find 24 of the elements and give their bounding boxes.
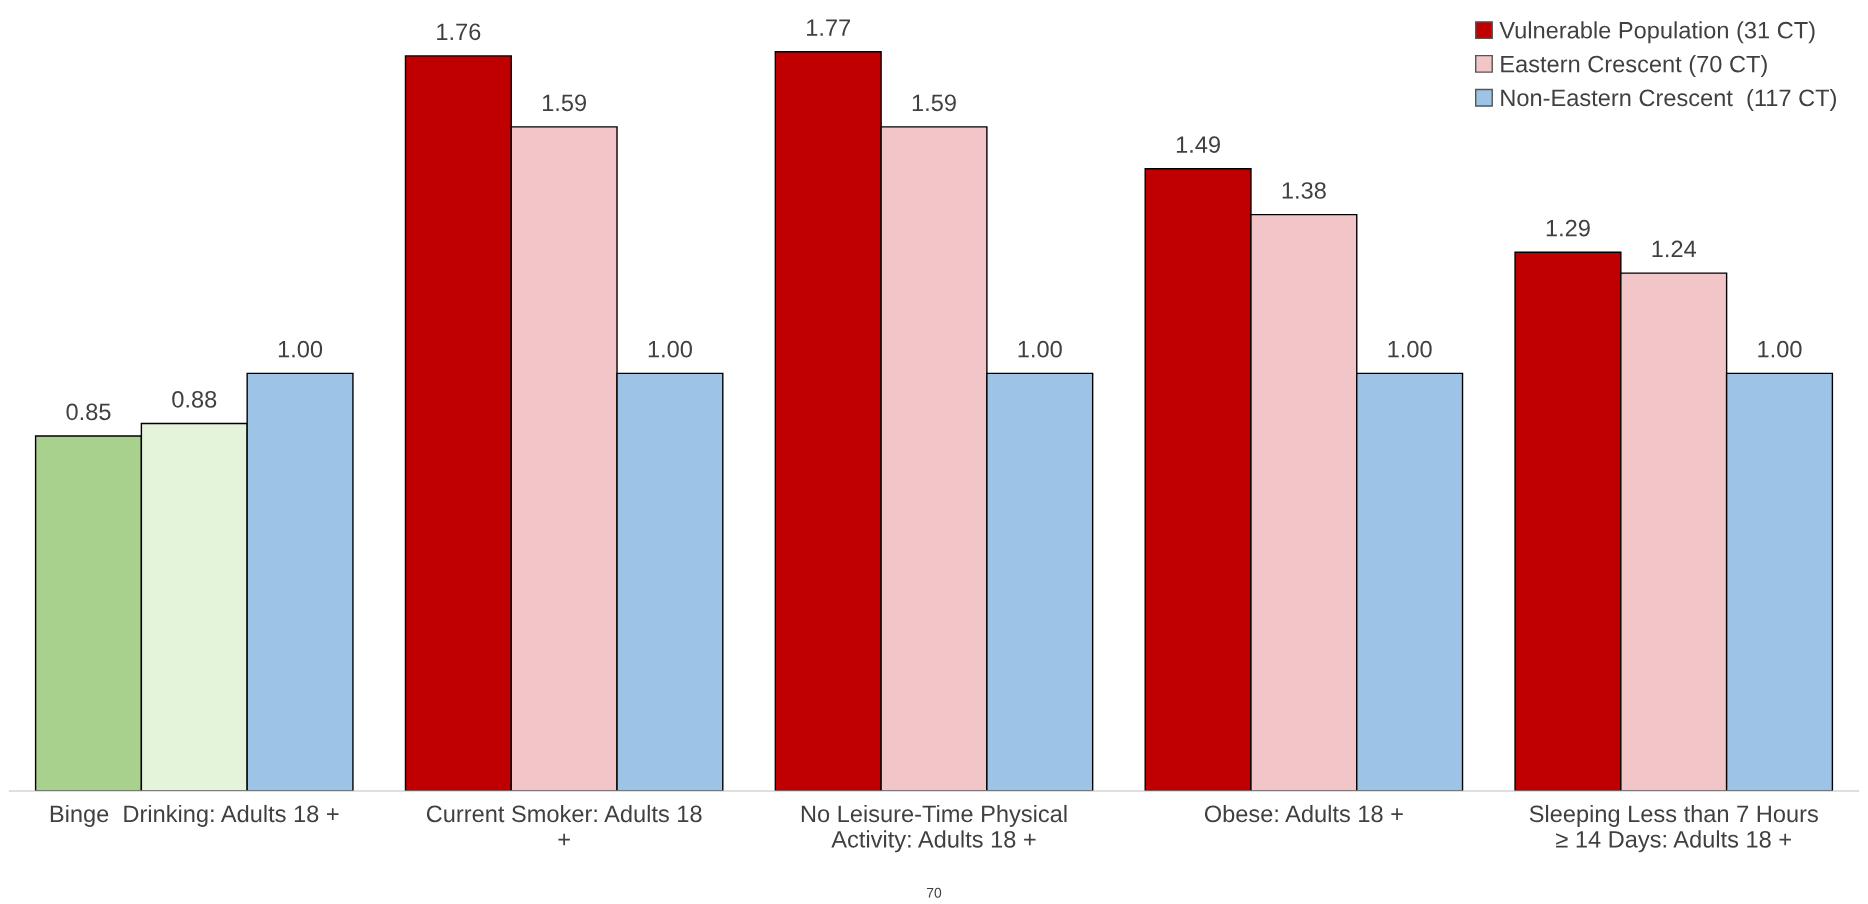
data-label: 1.77 <box>807 19 851 36</box>
x-tick-label: Current Smoker: Adults 18 + <box>426 804 702 846</box>
data-label: 1.59 <box>542 94 586 112</box>
data-label: 1.00 <box>1758 340 1802 358</box>
data-label: 1.00 <box>1388 340 1432 358</box>
data-label: 1.24 <box>1652 240 1697 258</box>
data-label: 0.85 <box>66 403 111 421</box>
x-tick-label: Binge Drinking: Adults 18 + <box>50 804 339 827</box>
data-label: 1.29 <box>1546 219 1590 237</box>
legend-label: Vulnerable Population (31 CT) <box>1499 21 1815 44</box>
text: 70 <box>926 887 942 898</box>
data-label: 1.00 <box>1018 340 1062 358</box>
data-label: 1.49 <box>1176 136 1220 153</box>
data-label: 1.76 <box>437 23 481 41</box>
data-label: 1.00 <box>648 340 692 358</box>
data-label: 1.00 <box>278 340 323 358</box>
data-label: 1.59 <box>912 94 956 112</box>
data-label: 1.38 <box>1282 182 1326 199</box>
x-tick-label: Sleeping Less than 7 Hours ≥ 14 Days: Adults 18 + <box>1529 804 1818 853</box>
data-label: 0.88 <box>172 390 217 408</box>
legend-label: Non-Eastern Crescent (117 CT) <box>1501 88 1836 111</box>
x-tick-label: No Leisure-Time Physical Activity: Adults 18 + <box>801 804 1067 853</box>
legend-label: Eastern Crescent (70 CT) <box>1501 55 1767 78</box>
x-tick-label: Obese: Adults 18 + <box>1204 804 1403 823</box>
